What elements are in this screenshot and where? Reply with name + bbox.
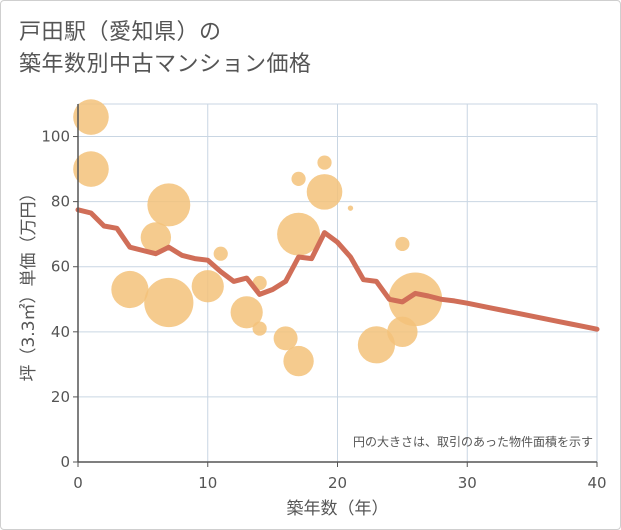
data-bubble bbox=[147, 183, 191, 227]
data-bubble bbox=[277, 212, 321, 256]
chart-title-line-2: 築年数別中古マンション価格 bbox=[19, 52, 312, 77]
data-bubble bbox=[283, 345, 314, 377]
data-bubble bbox=[395, 236, 410, 252]
x-tick-label: 10 bbox=[198, 474, 217, 492]
data-bubble bbox=[252, 321, 267, 336]
x-tick-label: 20 bbox=[328, 474, 347, 492]
labels-layer: 0 10 20 30 40 0 20 40 60 80 100 築年数（年） 坪（3.3㎡）単価（万円）… bbox=[19, 128, 607, 519]
chart-title-line-1: 戸田駅（愛知県）の bbox=[19, 20, 222, 45]
data-bubble bbox=[144, 277, 194, 328]
chart-title: 戸田駅（愛知県）の 築年数別中古マンション価格 bbox=[19, 17, 579, 81]
axes-layer bbox=[73, 104, 598, 467]
y-axis-title: 坪（3.3㎡）単価（万円） bbox=[19, 184, 39, 381]
data-bubble bbox=[388, 272, 443, 327]
data-bubble bbox=[306, 174, 343, 210]
data-bubble bbox=[191, 270, 224, 303]
x-tick-label: 30 bbox=[458, 474, 477, 492]
data-bubble bbox=[73, 99, 109, 135]
data-bubble bbox=[140, 222, 172, 253]
x-tick-label: 40 bbox=[587, 474, 606, 492]
y-tick-label: 20 bbox=[51, 388, 70, 406]
data-bubble bbox=[111, 270, 149, 309]
x-tick-label: 0 bbox=[73, 474, 83, 492]
data-bubble bbox=[213, 246, 228, 261]
y-tick-label: 0 bbox=[60, 453, 70, 471]
y-tick-label: 40 bbox=[51, 323, 70, 341]
y-tick-label: 60 bbox=[51, 258, 70, 276]
y-tick-label: 100 bbox=[41, 128, 70, 146]
data-bubble bbox=[317, 155, 332, 170]
bubbles-layer bbox=[73, 99, 443, 377]
trend-layer bbox=[75, 207, 600, 332]
data-bubble bbox=[347, 205, 354, 211]
x-axis-title: 築年数（年） bbox=[287, 499, 389, 519]
y-tick-label: 80 bbox=[51, 193, 70, 211]
size-annotation: 円の大きさは、取引のあった物件面積を示す bbox=[353, 434, 593, 449]
data-bubble bbox=[230, 296, 263, 329]
data-bubble bbox=[273, 326, 298, 351]
data-bubble bbox=[357, 326, 396, 364]
data-bubble bbox=[291, 171, 306, 186]
data-bubble bbox=[73, 151, 109, 187]
trend-line bbox=[75, 207, 600, 332]
